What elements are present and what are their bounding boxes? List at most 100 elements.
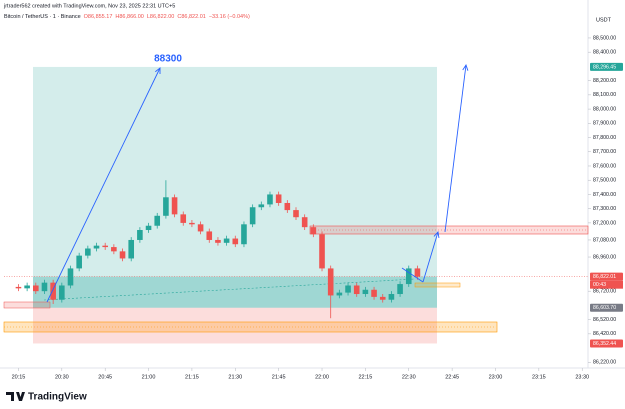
- y-tick-label: 88,400.00: [593, 50, 616, 56]
- resistance-zone: [309, 225, 589, 235]
- logo-mark: [6, 392, 25, 401]
- x-tick-label: 22:45: [445, 374, 459, 380]
- y-tick-label: 87,600.00: [593, 163, 616, 169]
- y-tick-label: 88,100.00: [593, 92, 616, 98]
- body: [371, 289, 377, 297]
- body: [180, 214, 187, 223]
- body: [33, 285, 39, 292]
- y-tick-label: 87,900.00: [593, 121, 616, 127]
- arrow-head: [462, 63, 469, 71]
- ohlc-value: −33.16 (−0.04%): [209, 14, 250, 20]
- body: [59, 285, 65, 300]
- small-zone: [3, 301, 51, 309]
- y-tick-label: 86,420.00: [593, 331, 616, 337]
- x-tick-label: 21:45: [272, 374, 286, 380]
- credit: jrtrader562 created with TradingView.com…: [3, 3, 175, 9]
- body: [41, 282, 48, 292]
- arrow-line: [444, 64, 467, 233]
- price-badge: [590, 303, 623, 312]
- arrow-head: [155, 67, 161, 75]
- x-tick-label: 21:00: [142, 374, 156, 380]
- body: [215, 239, 221, 243]
- body: [154, 215, 161, 226]
- body: [232, 238, 239, 245]
- price-badge-label: 88,296.45: [593, 64, 616, 70]
- x-tick-label: 23:30: [575, 374, 589, 380]
- y-tick-label: 87,700.00: [593, 149, 616, 155]
- arrow-head: [433, 231, 440, 238]
- body: [405, 268, 412, 285]
- currency: USDT: [596, 17, 612, 23]
- y-tick-label: 88,000.00: [593, 106, 616, 112]
- x-tick-label: 20:30: [55, 374, 69, 380]
- ohlc-value: H86,866.00: [115, 14, 143, 20]
- target-zone: [33, 66, 437, 308]
- body: [397, 284, 403, 295]
- body: [258, 204, 265, 208]
- ohlc-value: O86,855.17: [84, 14, 113, 20]
- trend-line: [43, 278, 416, 301]
- brand: TradingView: [28, 392, 87, 403]
- body: [267, 194, 273, 205]
- y-tick-label: 87,400.00: [593, 192, 616, 198]
- body: [362, 289, 369, 295]
- body: [15, 286, 22, 289]
- candles: [15, 180, 421, 319]
- body: [145, 225, 152, 231]
- y-tick-label: 87,080.00: [593, 237, 616, 243]
- body: [163, 197, 169, 216]
- y-tick-label: 86,960.00: [593, 254, 616, 260]
- body: [102, 245, 108, 248]
- body: [85, 248, 91, 256]
- y-tick-label: 86,520.00: [593, 317, 616, 323]
- price-badge-label: 86,822.01: [593, 274, 616, 280]
- body: [284, 202, 291, 211]
- arrow-line: [46, 67, 161, 303]
- body: [353, 285, 360, 295]
- body: [275, 194, 282, 203]
- body: [119, 251, 126, 259]
- body: [189, 222, 195, 225]
- x-tick-label: 22:00: [315, 374, 329, 380]
- body: [206, 231, 213, 240]
- y-tick-label: 87,500.00: [593, 178, 616, 184]
- body: [388, 294, 395, 300]
- body: [223, 238, 230, 243]
- body: [249, 207, 256, 225]
- body: [76, 255, 82, 269]
- annotation: 88300: [154, 54, 182, 65]
- y-tick-label: 86,220.00: [593, 360, 616, 366]
- arrow-line: [401, 267, 424, 283]
- y-tick-label: 88,500.00: [593, 35, 616, 41]
- x-tick-label: 22:30: [402, 374, 416, 380]
- body: [293, 210, 299, 218]
- small-box: [414, 282, 461, 288]
- stop-zone: [33, 307, 437, 344]
- x-tick-label: 22:15: [359, 374, 373, 380]
- x-tick-label: 21:15: [185, 374, 199, 380]
- body: [310, 227, 317, 235]
- body: [128, 239, 135, 259]
- price-badge: [590, 272, 623, 281]
- x-tick-label: 21:30: [228, 374, 242, 380]
- body: [197, 224, 204, 232]
- price-badge-label: 86,352.44: [593, 341, 616, 347]
- body: [301, 217, 308, 228]
- price-badge-label: 86,603.70: [593, 305, 616, 311]
- price-badge: [590, 62, 623, 71]
- body: [319, 234, 325, 269]
- body: [111, 247, 117, 252]
- x-tick-label: 20:15: [12, 374, 26, 380]
- body: [93, 245, 100, 249]
- symbol: Bitcoin / TetherUS · 1 · Binance: [4, 14, 81, 20]
- arrow-line: [422, 231, 439, 283]
- countdown-badge: [590, 280, 623, 289]
- countdown: 00:43: [593, 282, 606, 288]
- ohlc-value: C86,822.01: [177, 14, 205, 20]
- body: [345, 285, 351, 293]
- y-tick-label: 87,200.00: [593, 220, 616, 226]
- x-tick-label: 20:45: [98, 374, 112, 380]
- ohlc-value: L86,822.00: [147, 14, 175, 20]
